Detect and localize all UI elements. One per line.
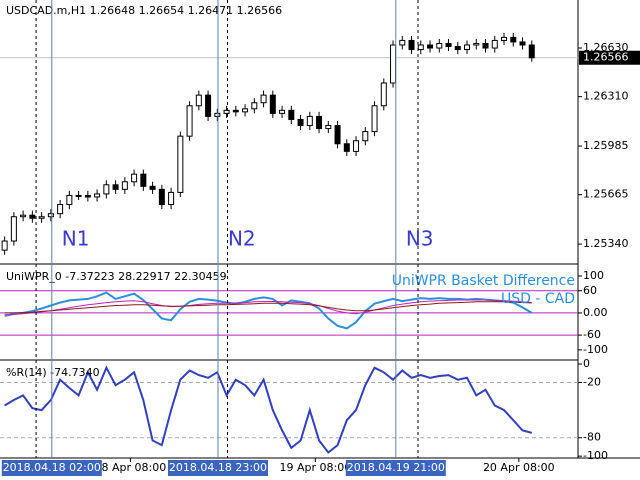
candle-body (10, 216, 17, 242)
candle-body (75, 194, 82, 197)
time-highlight-label: 2018.04.18 23:00 (169, 461, 267, 474)
candle-body (232, 109, 239, 113)
candle-body (103, 184, 110, 195)
series-line (4, 365, 533, 454)
candle-body (84, 194, 91, 198)
y-tick-label: 0.00 (583, 306, 608, 319)
candle-body (436, 42, 443, 49)
candle-body (362, 131, 369, 142)
panel-header: UniWPR_0 -7.37223 28.22917 22.30459 (6, 270, 227, 283)
candle-body (29, 214, 36, 219)
y-tick-label: -20 (583, 375, 601, 388)
y-tick-label: 1.26310 (583, 90, 629, 103)
candle-body (482, 42, 489, 49)
panel-header: %R(14) -74.7340 (6, 366, 100, 379)
candle-body (140, 173, 147, 187)
marker-tag: N2 (228, 227, 256, 251)
candle-body (279, 109, 286, 114)
candle-body (399, 39, 406, 46)
candle-body (20, 214, 27, 218)
time-highlight (167, 460, 268, 476)
candle-body (408, 39, 415, 51)
marker-tag: N1 (62, 227, 90, 251)
candle-body (1, 240, 8, 251)
time-highlight (1, 460, 102, 476)
candle-body (251, 102, 258, 110)
candle-body (205, 94, 212, 117)
candle-body (195, 94, 202, 107)
series-line (4, 301, 532, 314)
candle-body (390, 44, 397, 84)
candle-body (501, 36, 508, 41)
time-highlight-label: 2018.04.19 21:00 (347, 461, 445, 474)
candle-body (38, 216, 45, 219)
candle-body (158, 188, 165, 206)
y-tick-label: -100 (583, 449, 608, 462)
candle-body (121, 181, 128, 190)
time-highlight (345, 460, 446, 476)
candle-body (353, 140, 360, 152)
price-box (579, 50, 640, 65)
candle-body (177, 135, 184, 193)
current-price-label: 1.26566 (583, 51, 629, 64)
candle-body (343, 143, 350, 152)
candle-body (149, 185, 156, 190)
candle-body (269, 94, 276, 114)
candle-body (297, 118, 304, 127)
candle-body (214, 112, 221, 117)
candle-body (168, 191, 175, 206)
annotation: USD - CAD (501, 291, 575, 307)
y-tick-label: 1.25985 (583, 139, 629, 152)
y-tick-label: -100 (583, 343, 608, 356)
candle-body (242, 108, 249, 113)
candle-body (417, 44, 424, 51)
series-line (4, 291, 533, 330)
candle-body (528, 44, 535, 59)
y-tick-label: 60 (583, 284, 597, 297)
candle-body (334, 125, 341, 145)
candle-body (371, 105, 378, 133)
candle-body (57, 204, 64, 215)
candle-body (427, 44, 434, 49)
candle-body (186, 105, 193, 137)
candle-body (454, 46, 461, 51)
candle-body (510, 36, 517, 43)
candle-body (519, 41, 526, 46)
candle-body (66, 194, 73, 206)
candle-body (445, 42, 452, 48)
y-tick-label: 1.25665 (583, 188, 629, 201)
candle-body (306, 115, 313, 127)
y-tick-label: 0 (583, 357, 590, 370)
candle-body (491, 39, 498, 49)
series-line (4, 299, 532, 316)
annotation: UniWPR Basket Difference (392, 273, 575, 289)
candle-body (131, 173, 138, 183)
candle-body (473, 42, 480, 46)
candle-body (112, 184, 119, 190)
x-tick-label: 20 Apr 08:00 (483, 461, 555, 474)
candle-body (316, 115, 323, 130)
y-tick-label: -80 (583, 431, 601, 444)
marker-tag: N3 (406, 227, 434, 251)
candle-body (380, 82, 387, 107)
candle-body (288, 109, 295, 120)
candle-body (223, 109, 230, 114)
candle-body (260, 94, 267, 104)
candle-body (94, 193, 101, 198)
x-tick-label: 18 Apr 08:00 (95, 461, 167, 474)
x-tick-label: 19 Apr 08:00 (279, 461, 351, 474)
y-tick-label: 1.25340 (583, 237, 629, 250)
candle-body (47, 213, 54, 218)
candle-body (464, 44, 471, 51)
panel-header: USDCAD.m,H1 1.26648 1.26654 1.26471 1.26… (6, 4, 282, 17)
time-highlight-label: 2018.04.18 02:00 (3, 461, 101, 474)
candle-body (325, 125, 332, 130)
y-tick-label: -60 (583, 328, 601, 341)
y-tick-label: 100 (583, 269, 604, 282)
